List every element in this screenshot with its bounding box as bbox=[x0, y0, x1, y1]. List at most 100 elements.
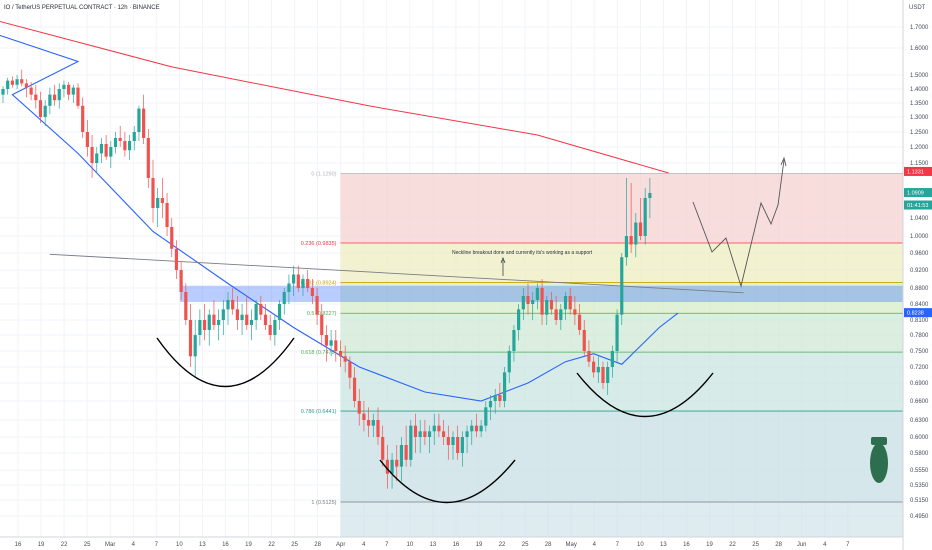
time-tick-label: 13 bbox=[660, 542, 667, 548]
candle-body bbox=[531, 300, 535, 304]
candle-body bbox=[240, 314, 244, 320]
time-tick-label: Mar bbox=[105, 542, 115, 548]
candle-body bbox=[535, 288, 539, 300]
time-tick-label: 10 bbox=[176, 542, 183, 548]
candle-body bbox=[409, 425, 413, 460]
logo-mark bbox=[871, 437, 887, 445]
price-tick-label: 1.5000 bbox=[910, 73, 929, 79]
price-tick-label: 0.6900 bbox=[910, 381, 929, 387]
time-tick-label: 4 bbox=[132, 542, 136, 548]
fib-band bbox=[340, 173, 903, 244]
candle-body bbox=[38, 100, 43, 117]
candle-body bbox=[221, 309, 225, 320]
candle-body bbox=[254, 304, 258, 320]
candle-body bbox=[479, 425, 483, 432]
candle-body bbox=[526, 296, 530, 304]
candle-body bbox=[512, 330, 516, 351]
candle-body bbox=[146, 138, 150, 178]
time-tick-label: Apr bbox=[336, 542, 345, 548]
price-tick-label: 0.8800 bbox=[910, 286, 929, 292]
candle-body bbox=[151, 178, 155, 208]
candle-body bbox=[381, 437, 385, 460]
neckline bbox=[49, 253, 744, 294]
candle-body bbox=[442, 431, 446, 437]
price-tick-label: 1.3000 bbox=[910, 115, 929, 121]
candle-body bbox=[109, 147, 113, 157]
time-tick-label: 7 bbox=[155, 542, 159, 548]
candle-body bbox=[29, 87, 33, 95]
candle-body bbox=[460, 437, 464, 453]
time-tick-label: Jun bbox=[797, 542, 807, 548]
time-tick-label: 19 bbox=[38, 542, 45, 548]
price-tag bbox=[904, 308, 932, 318]
candle-body bbox=[488, 401, 493, 408]
candle-body bbox=[577, 314, 582, 330]
price-tick-label: 0.9200 bbox=[910, 268, 929, 274]
time-tick-label: 10 bbox=[637, 542, 644, 548]
price-tick-label: 0.8100 bbox=[910, 318, 929, 324]
time-tick-label: 22 bbox=[61, 542, 68, 548]
price-tick-label: 0.7800 bbox=[910, 333, 929, 339]
candle-body bbox=[610, 351, 614, 367]
price-tick-label: 1.4000 bbox=[910, 87, 929, 93]
candle-body bbox=[367, 420, 371, 426]
time-tick-label: 10 bbox=[407, 542, 414, 548]
price-tick-label: 1.1500 bbox=[910, 161, 929, 167]
time-tick-label: 7 bbox=[616, 542, 620, 548]
price-tick-label: 0.6300 bbox=[910, 418, 929, 424]
chart-title: IO / TetherUS PERPETUAL CONTRACT · 12h ·… bbox=[4, 5, 160, 11]
fib-level-label: 0 (1.1290) bbox=[311, 172, 336, 178]
candle-body bbox=[282, 292, 286, 304]
candle-body bbox=[418, 431, 422, 437]
candle-body bbox=[502, 372, 507, 401]
candle-body bbox=[85, 132, 89, 147]
price-tick-label: 1.2500 bbox=[910, 130, 929, 136]
candle-body bbox=[48, 94, 52, 106]
candle-body bbox=[404, 445, 408, 460]
drawings-layer bbox=[156, 156, 888, 504]
candle-body bbox=[207, 314, 211, 330]
price-tag-label: 0.8238 bbox=[907, 311, 924, 317]
currency-label: USDT bbox=[909, 5, 926, 11]
candle-body bbox=[427, 431, 432, 437]
candle-body bbox=[432, 425, 436, 432]
candle-body bbox=[521, 296, 525, 310]
time-tick-label: 22 bbox=[729, 542, 736, 548]
fib-level-label: 1 (0.5125) bbox=[311, 500, 336, 506]
candle-body bbox=[474, 425, 479, 432]
candle-body bbox=[174, 248, 179, 270]
candle-body bbox=[390, 459, 394, 474]
time-tick-label: May bbox=[566, 542, 577, 548]
candle-body bbox=[113, 138, 118, 147]
candle-body bbox=[629, 236, 633, 245]
candle-body bbox=[15, 79, 19, 85]
time-tick-label: 25 bbox=[522, 542, 529, 548]
candle-body bbox=[104, 144, 108, 157]
time-tick-label: 19 bbox=[245, 542, 252, 548]
candle-body bbox=[179, 270, 183, 292]
candle-body bbox=[160, 198, 164, 203]
candle-body bbox=[615, 314, 619, 351]
cup-pattern-curve bbox=[379, 459, 516, 504]
candle-body bbox=[292, 274, 296, 284]
candle-body bbox=[554, 309, 558, 320]
price-tick-label: 0.7200 bbox=[910, 365, 929, 371]
candle-body bbox=[315, 296, 319, 315]
candle-body bbox=[1, 89, 5, 95]
candle-body bbox=[57, 89, 61, 101]
candle-body bbox=[587, 351, 591, 362]
candle-body bbox=[165, 203, 169, 227]
candle-body bbox=[6, 80, 10, 89]
candle-body bbox=[62, 84, 66, 89]
candle-body bbox=[573, 309, 577, 315]
neckline-annotation: Neckline breakout done and currently its… bbox=[452, 250, 593, 256]
time-tick-label: 28 bbox=[775, 542, 782, 548]
price-tick-label: 0.5550 bbox=[910, 468, 929, 474]
price-tick-label: 0.9600 bbox=[910, 251, 929, 257]
candle-body bbox=[648, 193, 652, 198]
candle-body bbox=[517, 309, 521, 330]
candle-body bbox=[446, 437, 450, 445]
